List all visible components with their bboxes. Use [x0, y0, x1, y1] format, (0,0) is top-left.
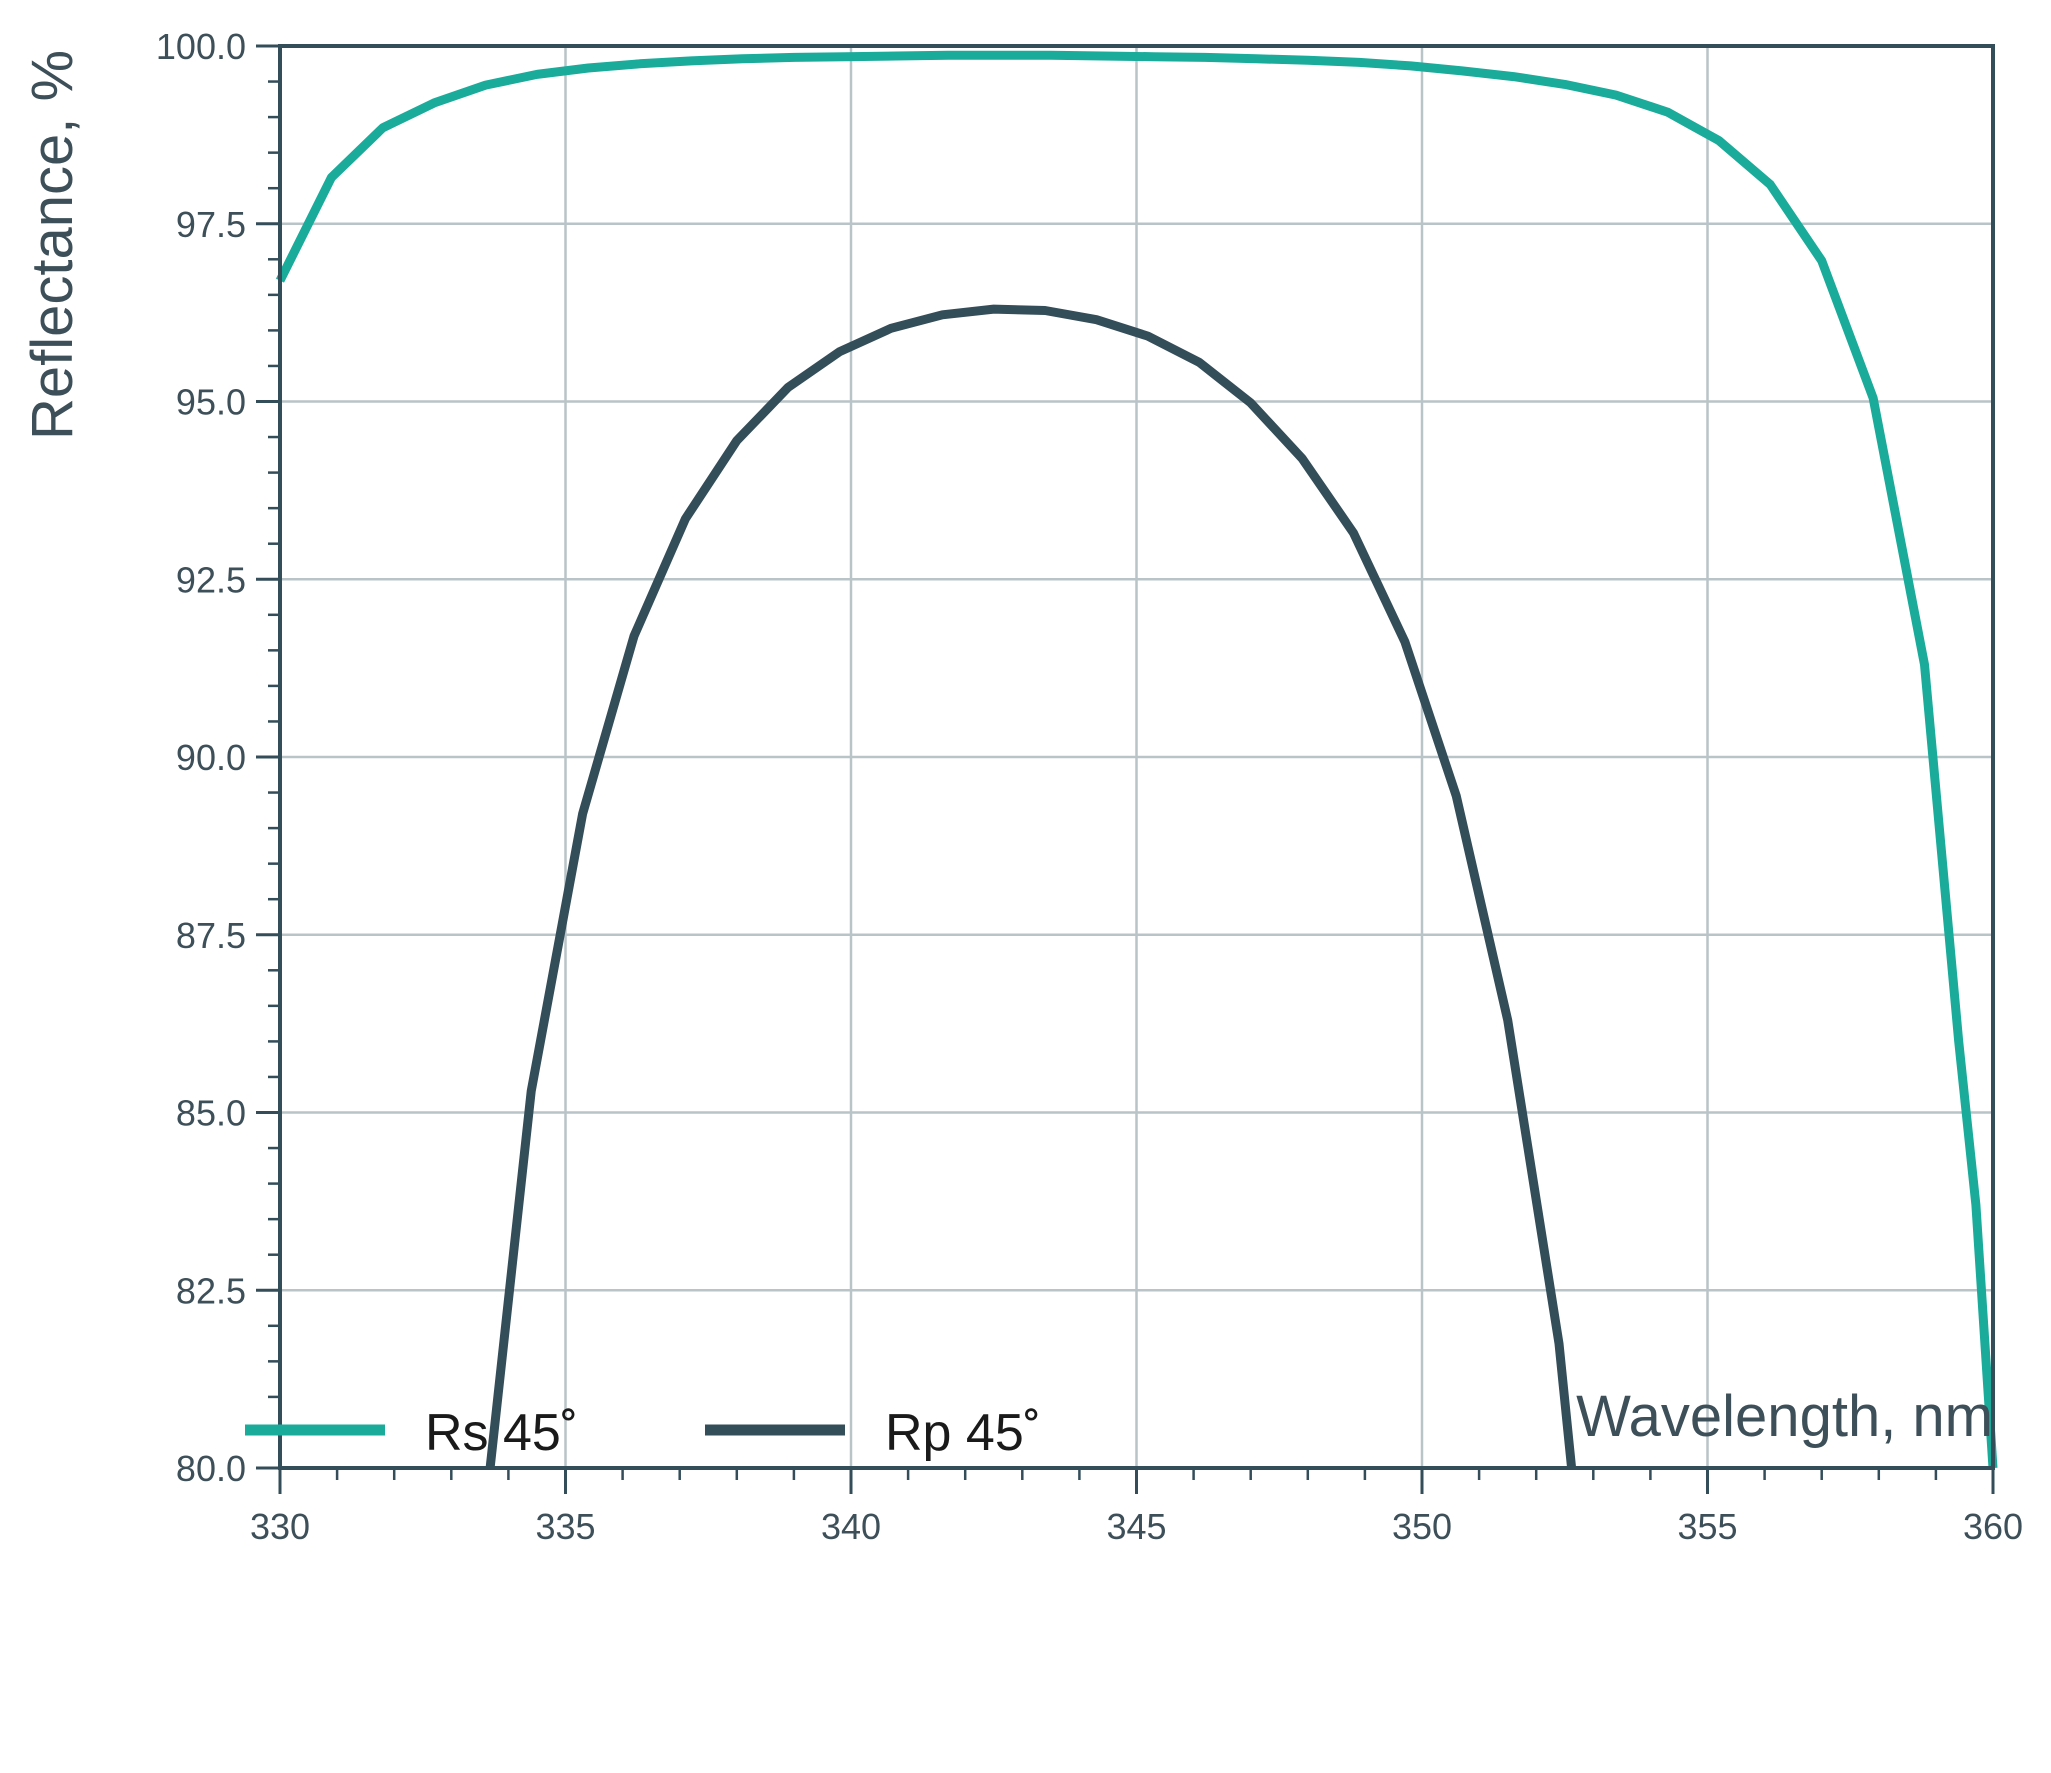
x-tick-label: 330: [250, 1506, 310, 1547]
series-lines: [275, 50, 1998, 1469]
y-tick-label: 82.5: [176, 1270, 246, 1311]
x-tick-label: 335: [535, 1506, 595, 1547]
series-line-rs: [275, 50, 1998, 1469]
y-tick-labels: 80.0 82.5 85.0 87.5 90.0 92.5 95.0 97.5 100.0: [156, 26, 246, 1489]
y-tick-label: 80.0: [176, 1448, 246, 1489]
y-axis-title: Reflectance, %: [20, 50, 85, 440]
minor-ticks: [268, 80, 1938, 1480]
series-line-rp: [485, 304, 1577, 1469]
legend-item-rs: Rs 45˚: [245, 1404, 578, 1462]
y-tick-label: 95.0: [176, 382, 246, 423]
y-tick-label: 92.5: [176, 559, 246, 600]
x-tick-label: 355: [1677, 1506, 1737, 1547]
legend-label-rp: Rp 45˚: [885, 1404, 1041, 1462]
y-tick-label: 87.5: [176, 915, 246, 956]
grid-lines: [280, 46, 1993, 1468]
x-tick-label: 345: [1106, 1506, 1166, 1547]
x-tick-labels: 330 335 340 345 350 355 360: [250, 1506, 2023, 1547]
legend: Rs 45˚ Rp 45˚: [245, 1404, 1041, 1462]
y-tick-label: 97.5: [176, 204, 246, 245]
major-ticks: [256, 44, 1995, 1494]
legend-item-rp: Rp 45˚: [705, 1404, 1041, 1462]
x-tick-label: 340: [821, 1506, 881, 1547]
y-tick-label: 100.0: [156, 26, 246, 67]
x-tick-label: 360: [1963, 1506, 2023, 1547]
y-tick-label: 85.0: [176, 1093, 246, 1134]
legend-label-rs: Rs 45˚: [425, 1404, 578, 1462]
x-tick-label: 350: [1392, 1506, 1452, 1547]
y-tick-label: 90.0: [176, 737, 246, 778]
x-axis-title: Wavelength, nm: [1576, 1384, 1993, 1449]
